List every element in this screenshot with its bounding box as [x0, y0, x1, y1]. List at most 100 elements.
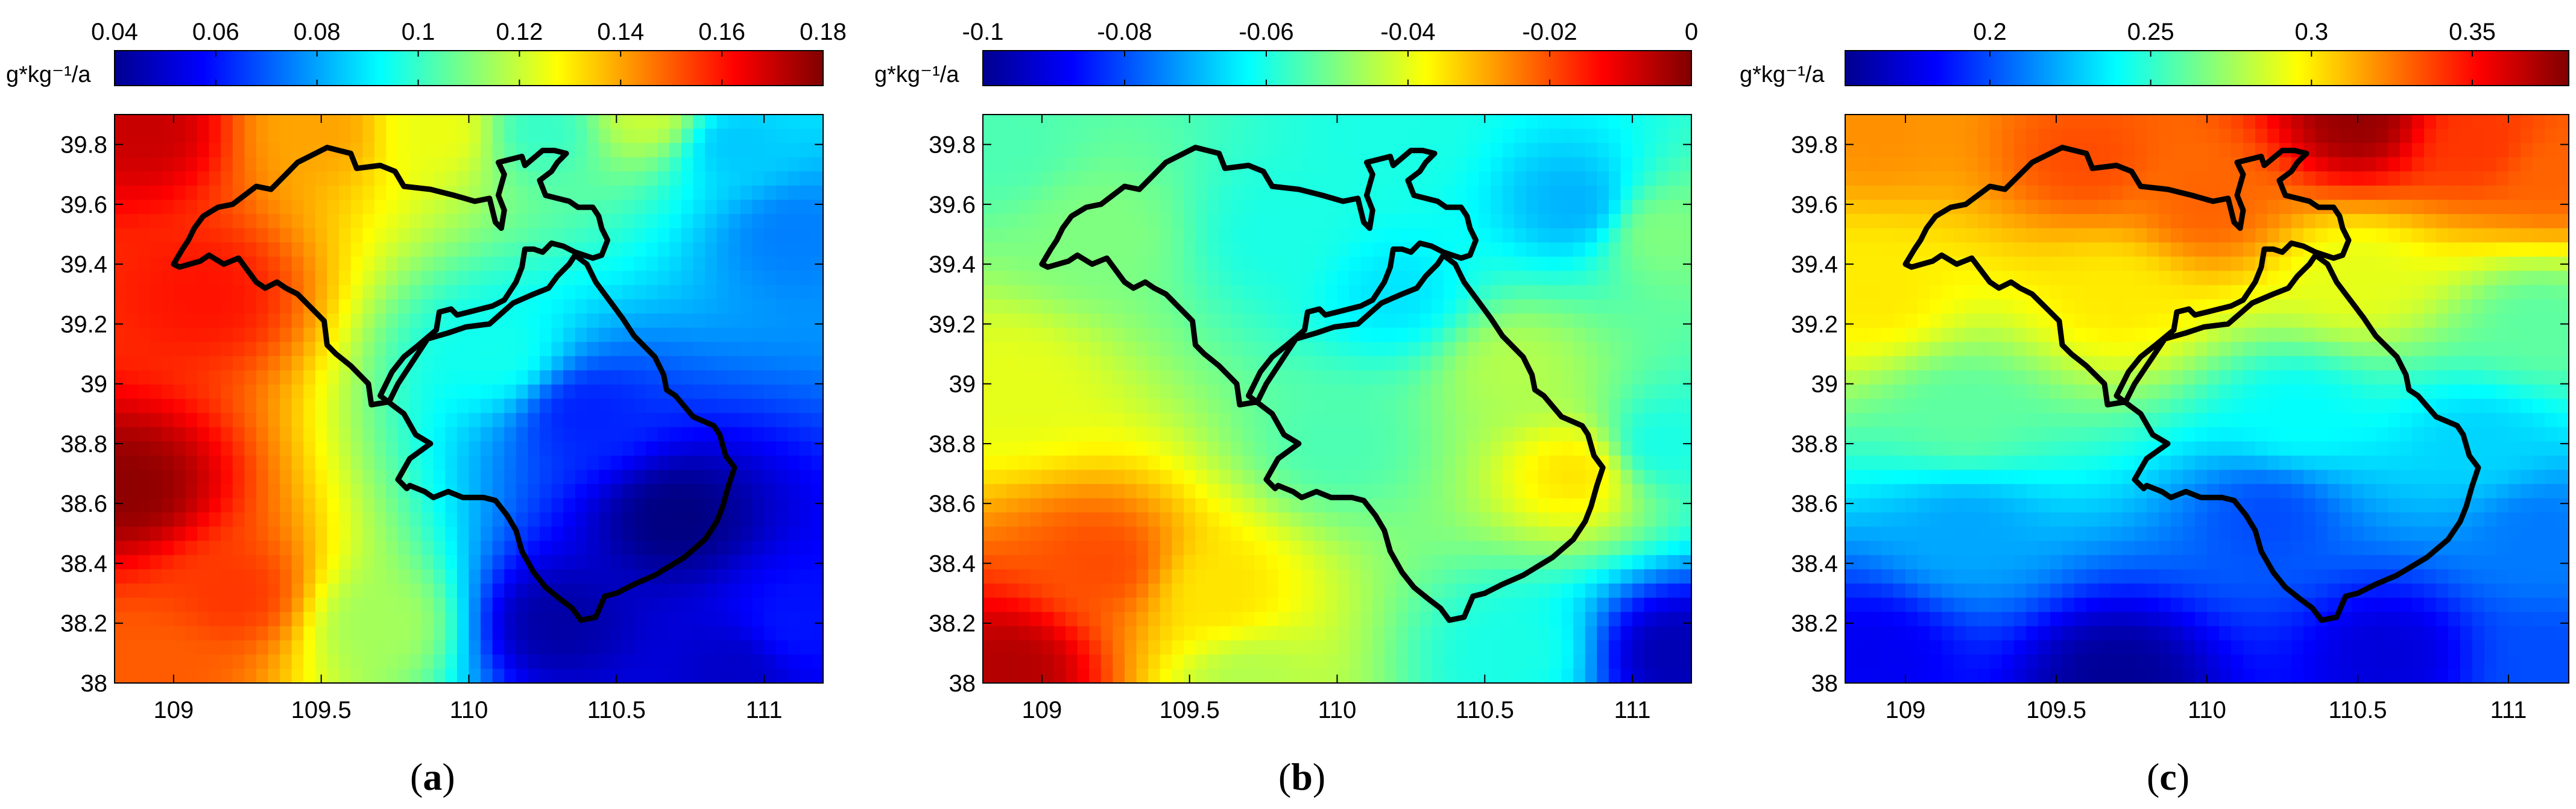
heatmap-cell [1254, 654, 1267, 670]
heatmap-cell [752, 214, 765, 229]
heatmap-cell [456, 228, 470, 243]
heatmap-cell [126, 597, 139, 612]
heatmap-cell [173, 214, 186, 229]
region-boundary-a [171, 145, 737, 623]
heatmap-cell [339, 498, 352, 513]
heatmap-cell [138, 370, 151, 385]
heatmap-cell [1479, 569, 1491, 584]
heatmap-cell [610, 242, 623, 257]
heatmap-cell [456, 455, 470, 471]
heatmap-cell [1254, 413, 1267, 428]
heatmap-cell [1136, 157, 1149, 172]
heatmap-cell [421, 626, 434, 641]
heatmap-cell [1585, 541, 1598, 556]
heatmap-cell [1514, 498, 1527, 513]
heatmap-cell [268, 299, 280, 314]
heatmap-cell [173, 115, 186, 130]
heatmap-cell [339, 640, 352, 655]
heatmap-cell [634, 214, 647, 229]
heatmap-cell [1148, 626, 1161, 641]
heatmap-cell [1089, 299, 1102, 314]
heatmap-cell [1160, 327, 1173, 343]
heatmap-cell [1301, 470, 1315, 485]
heatmap-cell [983, 171, 996, 186]
heatmap-cell [445, 143, 458, 158]
heatmap-cell [1408, 612, 1421, 627]
heatmap-cell [1608, 470, 1621, 485]
heatmap-cell [1443, 413, 1456, 428]
heatmap-cell [1349, 470, 1362, 485]
heatmap-cell [362, 526, 375, 542]
heatmap-cell [1502, 413, 1515, 428]
heatmap-cell [752, 299, 765, 314]
heatmap-cell [268, 413, 280, 428]
heatmap-cell [1349, 455, 1362, 471]
heatmap-cell [1254, 228, 1267, 243]
heatmap-cell [221, 370, 233, 385]
heatmap-cell [634, 242, 647, 257]
heatmap-cell [1266, 441, 1279, 456]
heatmap-cell [469, 455, 481, 471]
heatmap-cell [1337, 498, 1350, 513]
heatmap-cell [1656, 654, 1668, 670]
heatmap-cell [1550, 384, 1562, 400]
heatmap-cell [799, 541, 812, 556]
heatmap-cell [1195, 498, 1208, 513]
heatmap-cell [138, 427, 151, 442]
heatmap-cell [1597, 569, 1609, 584]
heatmap-cell [504, 597, 517, 612]
heatmap-cell [1585, 313, 1598, 329]
heatmap-cell [1419, 327, 1432, 343]
heatmap-cell [1006, 171, 1019, 186]
heatmap-cell [303, 171, 316, 186]
heatmap-cell [504, 370, 517, 385]
heatmap-cell [138, 356, 151, 371]
heatmap-cell [1195, 171, 1208, 186]
heatmap-cell [1679, 427, 1691, 442]
x-tick-label: 110.5 [587, 697, 646, 723]
heatmap-cell [1290, 669, 1302, 683]
heatmap-cell [481, 626, 493, 641]
heatmap-cell [1597, 640, 1609, 655]
heatmap-cell [1384, 455, 1397, 471]
heatmap-cell [752, 669, 765, 683]
heatmap-cell [598, 171, 611, 186]
heatmap-cell [1030, 555, 1043, 570]
heatmap-cell [1313, 271, 1326, 286]
heatmap-cell [1360, 626, 1374, 641]
heatmap-cell [646, 640, 658, 655]
heatmap-cell [587, 470, 599, 485]
heatmap-cell [1290, 555, 1302, 570]
heatmap-cell [1396, 498, 1409, 513]
heatmap-cell [799, 583, 812, 599]
heatmap-cell [1219, 455, 1232, 471]
heatmap-cell [1384, 313, 1397, 329]
heatmap-cell [634, 157, 647, 172]
panel-b: -0.1 -0.08 -0.06 -0.04 -0.02 0 g*kg⁻¹/a 109 10… [874, 19, 1698, 798]
heatmap-cell [716, 583, 730, 599]
region-boundary-b [1039, 145, 1606, 623]
heatmap-cell [268, 498, 280, 513]
heatmap-cell [280, 327, 292, 343]
heatmap-cell [1443, 157, 1456, 172]
heatmap-cell [528, 455, 540, 471]
heatmap-cell [1561, 612, 1574, 627]
heatmap-cell [634, 583, 647, 599]
heatmap-cell [634, 669, 647, 683]
heatmap-cell [481, 143, 493, 158]
heatmap-cell [185, 626, 198, 641]
heatmap-cell [1219, 470, 1232, 485]
heatmap-cell [1172, 200, 1184, 215]
heatmap-cell [1030, 256, 1043, 272]
heatmap-cell [788, 143, 800, 158]
heatmap-cell [1396, 470, 1409, 485]
heatmap-cell [339, 669, 352, 683]
heatmap-cell [1656, 555, 1668, 570]
heatmap-cell [1620, 157, 1633, 172]
heatmap-cell [811, 200, 823, 215]
heatmap-cell [1349, 285, 1362, 300]
heatmap-cell [551, 455, 564, 471]
heatmap-cell [1679, 612, 1691, 627]
heatmap-cell [1644, 327, 1657, 343]
heatmap-cell [1266, 228, 1279, 243]
